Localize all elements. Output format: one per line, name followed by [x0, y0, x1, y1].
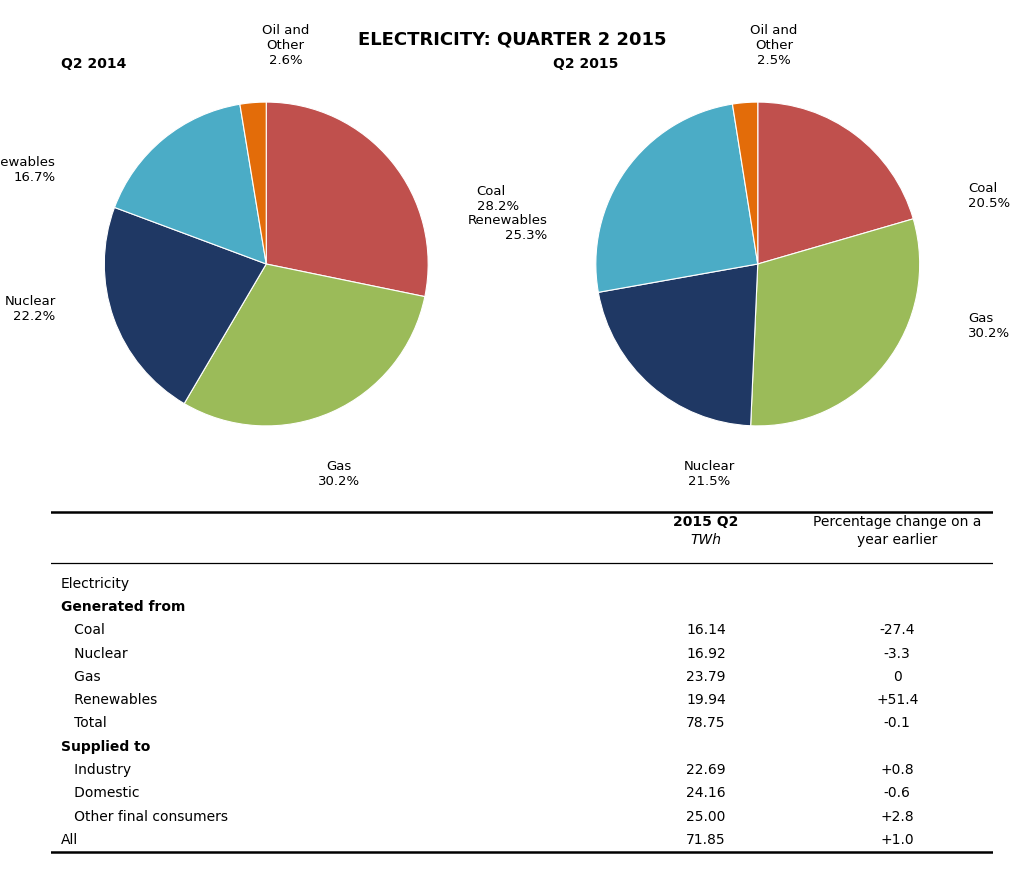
Text: +1.0: +1.0 — [881, 833, 914, 847]
Text: 24.16: 24.16 — [686, 787, 726, 800]
Text: 19.94: 19.94 — [686, 693, 726, 708]
Text: -0.6: -0.6 — [884, 787, 910, 800]
Text: +0.8: +0.8 — [881, 763, 914, 777]
Text: Q2 2015: Q2 2015 — [553, 57, 618, 71]
Wedge shape — [184, 264, 425, 426]
Text: 16.14: 16.14 — [686, 623, 726, 637]
Wedge shape — [266, 102, 428, 297]
Text: Renewables
25.3%: Renewables 25.3% — [467, 215, 547, 242]
Wedge shape — [115, 104, 266, 264]
Text: 16.92: 16.92 — [686, 647, 726, 661]
Wedge shape — [104, 208, 266, 404]
Text: Industry: Industry — [60, 763, 131, 777]
Text: Oil and
Other
2.5%: Oil and Other 2.5% — [751, 24, 798, 67]
Text: Total: Total — [60, 716, 106, 730]
Text: Renewables: Renewables — [60, 693, 157, 708]
Text: Nuclear
22.2%: Nuclear 22.2% — [4, 296, 55, 323]
Text: 78.75: 78.75 — [686, 716, 726, 730]
Text: -27.4: -27.4 — [880, 623, 914, 637]
Text: +2.8: +2.8 — [881, 810, 914, 824]
Text: 22.69: 22.69 — [686, 763, 726, 777]
Text: Nuclear
21.5%: Nuclear 21.5% — [684, 460, 735, 488]
Text: -3.3: -3.3 — [884, 647, 910, 661]
Text: Renewables
16.7%: Renewables 16.7% — [0, 156, 55, 184]
Text: +51.4: +51.4 — [876, 693, 919, 708]
Text: year earlier: year earlier — [857, 532, 937, 546]
Text: Oil and
Other
2.6%: Oil and Other 2.6% — [262, 24, 309, 67]
Text: 0: 0 — [893, 670, 901, 684]
Text: Other final consumers: Other final consumers — [60, 810, 227, 824]
Text: 25.00: 25.00 — [686, 810, 726, 824]
Text: Gas: Gas — [60, 670, 100, 684]
Text: Gas
30.2%: Gas 30.2% — [969, 312, 1011, 340]
Wedge shape — [758, 102, 913, 264]
Text: -0.1: -0.1 — [884, 716, 910, 730]
Text: TWh: TWh — [690, 532, 722, 546]
Wedge shape — [732, 102, 758, 264]
Text: Nuclear: Nuclear — [60, 647, 127, 661]
Text: 23.79: 23.79 — [686, 670, 726, 684]
Text: Electricity: Electricity — [60, 576, 130, 590]
Text: Gas
30.2%: Gas 30.2% — [318, 460, 360, 488]
Text: Q2 2014: Q2 2014 — [61, 57, 127, 71]
Text: ELECTRICITY: QUARTER 2 2015: ELECTRICITY: QUARTER 2 2015 — [357, 31, 667, 48]
Wedge shape — [598, 264, 758, 426]
Text: Generated from: Generated from — [60, 600, 185, 614]
Wedge shape — [596, 104, 758, 292]
Text: Coal
20.5%: Coal 20.5% — [969, 182, 1011, 210]
Text: Percentage change on a: Percentage change on a — [813, 515, 981, 529]
Text: All: All — [60, 833, 78, 847]
Wedge shape — [240, 102, 266, 264]
Text: Domestic: Domestic — [60, 787, 139, 800]
Wedge shape — [751, 219, 920, 426]
Text: 71.85: 71.85 — [686, 833, 726, 847]
Text: Supplied to: Supplied to — [60, 740, 150, 753]
Text: Coal
28.2%: Coal 28.2% — [477, 185, 519, 213]
Text: Coal: Coal — [60, 623, 104, 637]
Text: 2015 Q2: 2015 Q2 — [673, 515, 738, 529]
